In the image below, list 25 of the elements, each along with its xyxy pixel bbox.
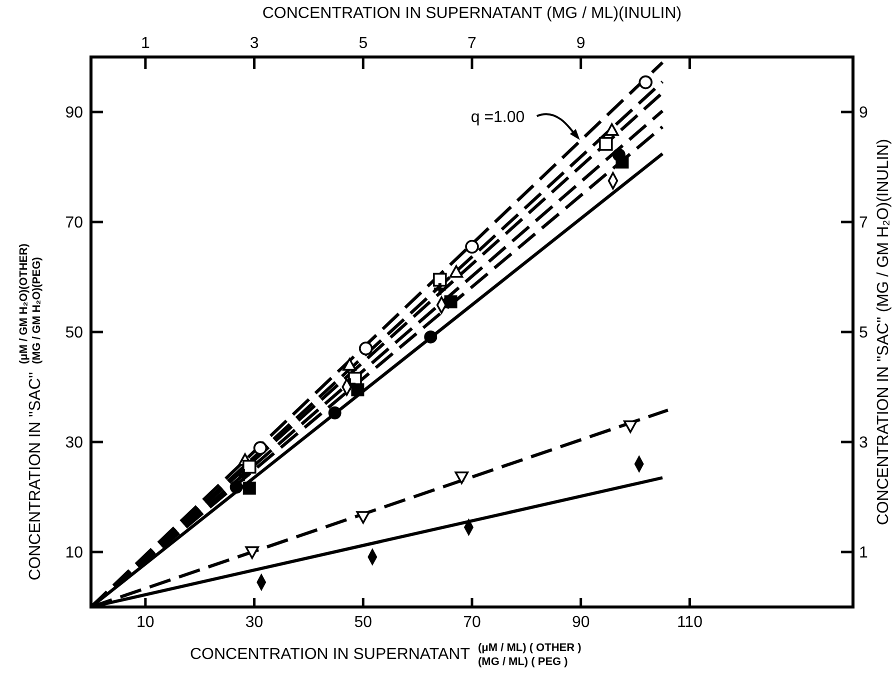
x-tick-label: 110	[676, 614, 703, 631]
y2-tick-label: 5	[859, 324, 868, 342]
x-tick-label: 50	[354, 614, 372, 631]
y-tick-label: 70	[65, 214, 84, 232]
y2-axis-title: CONCENTRATION IN ''SAC'' (MG / GM H₂O)(INULIN)	[875, 138, 892, 526]
x2-tick-label: 7	[468, 35, 477, 52]
x-tick-label: 70	[463, 614, 481, 631]
y2-tick-label: 1	[859, 544, 868, 562]
y-tick-label: 50	[65, 324, 84, 342]
x2-tick-label: 9	[576, 35, 586, 52]
x2-tick-label: 1	[140, 35, 150, 52]
y-tick-label: 30	[65, 434, 84, 452]
y-tick-label: 10	[65, 544, 84, 562]
x-tick-label: 10	[136, 614, 154, 631]
x2-axis-title: CONCENTRATION IN SUPERNATANT (MG / ML)(INULIN)	[262, 5, 682, 22]
y2-tick-label: 7	[859, 214, 868, 232]
y-tick-label: 90	[65, 104, 84, 122]
x-tick-label: 30	[245, 614, 264, 631]
x2-tick-label: 5	[358, 35, 368, 52]
x-tick-label: 90	[572, 614, 590, 631]
x2-tick-label: 3	[250, 35, 259, 52]
y2-tick-label: 3	[859, 434, 868, 452]
y2-tick-label: 9	[859, 104, 868, 122]
annotation: q =1.00	[470, 109, 525, 126]
y-axis-title: CONCENTRATION IN ''SAC'' (μM / GM H₂O)(OTHER) (MG / GM H₂O)(PEG)	[18, 243, 44, 580]
